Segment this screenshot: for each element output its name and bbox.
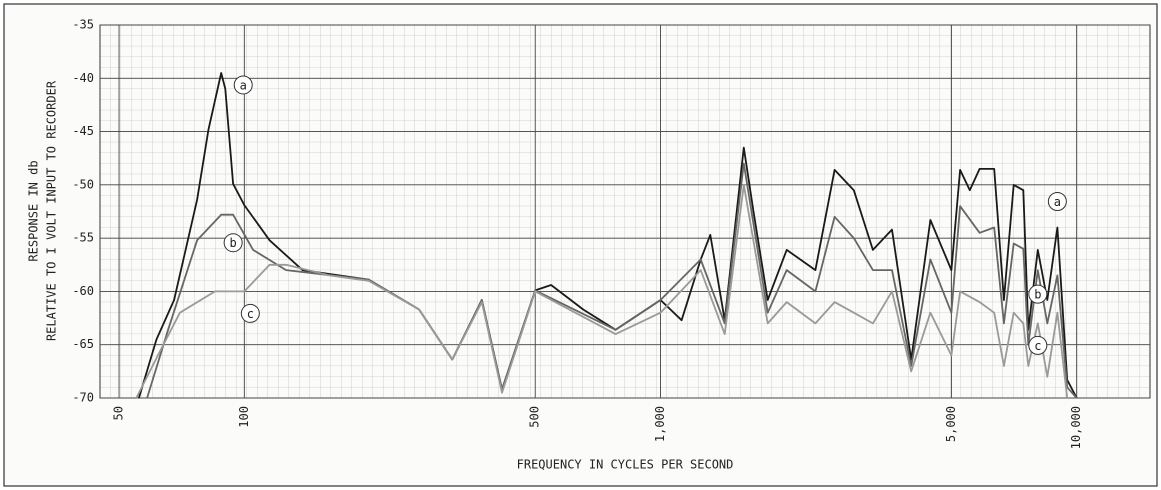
curve-marker xyxy=(240,303,260,323)
plot-area xyxy=(99,24,1151,399)
y-tick-label: -50 xyxy=(72,177,94,191)
curve-label: b xyxy=(230,236,237,250)
y-tick-label: -40 xyxy=(72,71,94,85)
curve-label: c xyxy=(1034,339,1041,353)
x-tick-label: 100 xyxy=(237,406,251,428)
y-tick-label: -70 xyxy=(72,391,94,405)
curve-label: a xyxy=(240,78,247,92)
curve-label: a xyxy=(1054,195,1061,209)
curve-label: c xyxy=(247,307,254,321)
y-tick-label: -35 xyxy=(72,18,94,32)
curve-marker xyxy=(1028,335,1048,355)
x-tick-label: 50 xyxy=(112,406,126,420)
x-axis-label: FREQUENCY IN CYCLES PER SECOND xyxy=(517,458,734,472)
y-tick-label: -45 xyxy=(72,124,94,138)
curve-marker xyxy=(1047,191,1067,211)
y-axis-label: RELATIVE TO I VOLT INPUT TO RECORDER xyxy=(45,80,59,341)
x-tick-label: 10,000 xyxy=(1069,406,1083,449)
curve-marker xyxy=(233,75,253,95)
y-tick-label: -60 xyxy=(72,284,94,298)
series-line xyxy=(135,184,1069,399)
x-tick-label: 1,000 xyxy=(653,406,667,442)
series-line xyxy=(138,72,1078,399)
y-tick-label: -55 xyxy=(72,231,94,245)
y-tick-label: -65 xyxy=(72,337,94,351)
y-axis-label: RESPONSE IN db xyxy=(27,160,41,261)
x-tick-label: 500 xyxy=(528,406,542,428)
curve-marker xyxy=(223,233,243,253)
curve-label: b xyxy=(1034,288,1041,302)
x-tick-label: 5,000 xyxy=(944,406,958,442)
curve-marker xyxy=(1028,284,1048,304)
